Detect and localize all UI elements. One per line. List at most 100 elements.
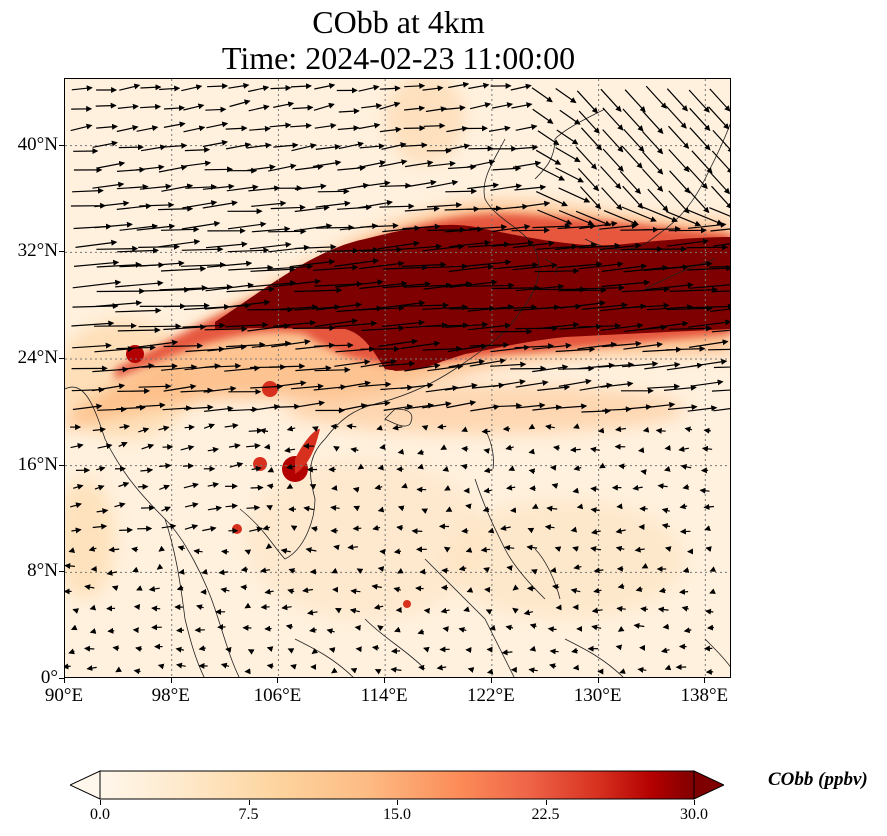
wind-arrow <box>623 341 663 350</box>
wind-arrow <box>244 602 252 609</box>
wind-arrow <box>573 423 580 429</box>
wind-arrow <box>590 446 600 453</box>
y-tick-label: 0° <box>40 667 58 688</box>
wind-arrow <box>371 583 382 590</box>
wind-arrow <box>579 220 618 230</box>
wind-arrow <box>466 587 474 593</box>
wind-arrow <box>662 623 669 630</box>
wind-arrow <box>425 385 459 393</box>
wind-arrow <box>645 401 676 409</box>
wind-arrow <box>401 482 408 489</box>
wind-arrow <box>266 505 273 511</box>
wind-arrow <box>139 183 172 190</box>
wind-arrow <box>572 487 579 494</box>
wind-arrow <box>664 664 672 671</box>
wind-arrow <box>686 244 729 251</box>
wind-arrow <box>515 124 538 131</box>
wind-arrow <box>337 246 379 253</box>
wind-arrow <box>682 567 690 573</box>
wind-arrow <box>94 346 134 353</box>
wind-arrow <box>515 402 546 409</box>
wind-arrow <box>655 427 666 434</box>
wind-arrow <box>353 505 360 512</box>
colorbar-tick-label: 15.0 <box>383 806 411 823</box>
wind-arrow <box>226 286 275 293</box>
wind-arrow <box>140 467 154 474</box>
wind-arrow <box>440 607 450 614</box>
wind-arrow <box>467 667 475 673</box>
wind-arrow <box>131 546 139 553</box>
wind-arrow <box>359 280 408 290</box>
wind-arrow <box>578 362 615 370</box>
wind-arrow <box>163 105 185 112</box>
wind-arrow <box>92 140 118 148</box>
wind-arrow <box>72 303 119 310</box>
wind-arrow <box>402 302 449 309</box>
wind-arrow <box>314 82 336 90</box>
wind-arrow <box>426 322 469 329</box>
wind-arrow <box>423 646 430 653</box>
wind-arrow <box>668 125 690 149</box>
wind-arrow <box>544 524 555 531</box>
wind-arrow <box>96 261 142 268</box>
colorbar-tick-mark <box>545 800 547 805</box>
wind-arrow <box>532 342 572 350</box>
wind-arrow <box>136 223 176 231</box>
wind-arrow <box>417 628 425 635</box>
wind-arrow <box>622 360 659 368</box>
wind-arrow <box>65 663 71 670</box>
wind-arrow <box>378 360 416 367</box>
wind-arrow <box>287 588 295 595</box>
wind-arrow <box>225 125 248 132</box>
wind-arrow <box>646 304 694 311</box>
x-tick-mark <box>277 678 279 683</box>
wind-arrow <box>461 445 469 452</box>
wind-arrow <box>271 339 311 348</box>
wind-arrow <box>528 667 538 674</box>
wind-arrow <box>466 159 496 168</box>
wind-arrow <box>377 566 385 573</box>
wind-arrow <box>229 462 244 468</box>
y-tick-mark <box>59 464 64 466</box>
wind-arrow <box>240 566 249 573</box>
wind-arrow <box>207 505 223 512</box>
wind-arrow <box>161 523 177 530</box>
wind-arrow <box>358 381 392 388</box>
wind-arrow <box>350 667 358 674</box>
wind-arrow <box>159 85 181 92</box>
wind-arrow <box>558 287 607 294</box>
wind-arrow <box>709 588 716 594</box>
wind-arrow <box>360 222 399 229</box>
wind-arrow <box>184 502 199 508</box>
wind-arrow <box>250 266 296 273</box>
wind-arrow <box>688 284 730 289</box>
wind-arrow <box>514 184 547 191</box>
map-canvas <box>65 79 730 677</box>
wind-arrow <box>599 222 638 230</box>
wind-arrow <box>550 567 557 574</box>
y-tick-mark <box>59 358 64 359</box>
wind-arrow <box>136 164 165 171</box>
wind-arrow <box>229 99 251 108</box>
wind-arrow <box>526 544 538 551</box>
wind-arrow <box>263 443 271 450</box>
wind-arrow <box>267 466 275 473</box>
figure-title-line2: Time: 2024-02-23 11:00:00 <box>221 40 576 76</box>
wind-arrow <box>634 546 645 553</box>
wind-arrow <box>411 528 423 535</box>
wind-arrow <box>381 142 407 150</box>
wind-arrow <box>687 303 730 310</box>
wind-arrow <box>68 648 75 655</box>
wind-arrow <box>136 125 159 132</box>
wind-arrow <box>436 664 447 671</box>
wind-arrow <box>537 209 573 225</box>
wind-arrow <box>315 224 355 231</box>
wind-arrow <box>379 126 402 133</box>
wind-arrow <box>466 282 515 289</box>
wind-arrow <box>529 645 536 652</box>
wind-arrow <box>378 159 408 168</box>
wind-arrow <box>490 183 523 191</box>
wind-arrow <box>107 627 115 634</box>
wind-arrow <box>163 324 207 331</box>
wind-arrow <box>158 205 194 212</box>
